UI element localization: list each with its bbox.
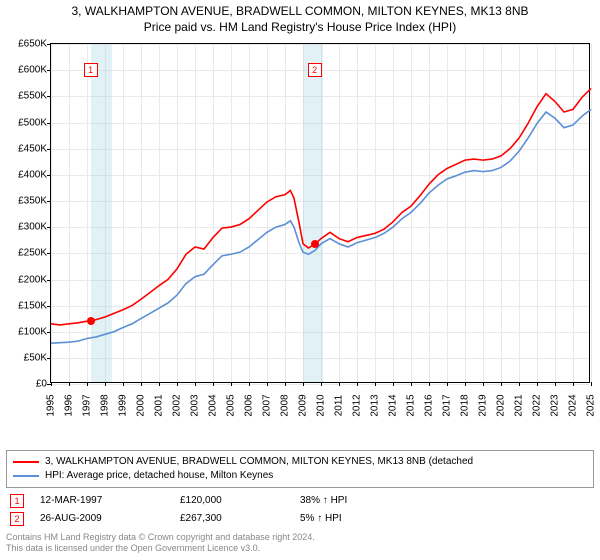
- y-tick-label: £250K: [18, 248, 47, 259]
- series-property: [51, 89, 591, 325]
- legend-swatch-property: [13, 461, 39, 463]
- legend-swatch-hpi: [13, 475, 39, 477]
- chart-title-block: 3, WALKHAMPTON AVENUE, BRADWELL COMMON, …: [6, 4, 594, 35]
- y-tick-label: £550K: [18, 91, 47, 102]
- sale-marker-dot-2: [311, 240, 319, 248]
- x-tick-label: 2004: [208, 395, 219, 417]
- sale-diff-2: 5% ↑ HPI: [300, 513, 342, 524]
- sale-row-1: 1 12-MAR-1997 £120,000 38% ↑ HPI: [6, 492, 594, 510]
- x-tick-label: 2021: [514, 395, 525, 417]
- y-tick-label: £300K: [18, 222, 47, 233]
- x-tick-label: 1995: [46, 395, 57, 417]
- series-hpi: [51, 110, 591, 344]
- x-tick-label: 2000: [136, 395, 147, 417]
- x-tick-label: 2008: [280, 395, 291, 417]
- x-tick-label: 1996: [64, 395, 75, 417]
- plot-region: £0£50K£100K£150K£200K£250K£300K£350K£400…: [50, 43, 590, 383]
- sale-row-2: 2 26-AUG-2009 £267,300 5% ↑ HPI: [6, 510, 594, 528]
- footer-line-1: Contains HM Land Registry data © Crown c…: [6, 532, 594, 543]
- x-tick-label: 2002: [172, 395, 183, 417]
- y-tick-label: £0: [36, 379, 47, 390]
- x-tick-label: 2012: [352, 395, 363, 417]
- title-line-1: 3, WALKHAMPTON AVENUE, BRADWELL COMMON, …: [6, 4, 594, 20]
- x-tick-label: 2018: [460, 395, 471, 417]
- x-tick-label: 2017: [442, 395, 453, 417]
- x-tick-label: 2001: [154, 395, 165, 417]
- x-tick-label: 2006: [244, 395, 255, 417]
- y-tick-label: £350K: [18, 196, 47, 207]
- x-tick-label: 2013: [370, 395, 381, 417]
- sale-marker-box-2: 2: [308, 63, 322, 77]
- y-tick-label: £450K: [18, 143, 47, 154]
- sale-price-2: £267,300: [180, 513, 300, 524]
- x-tick-label: 2010: [316, 395, 327, 417]
- legend: 3, WALKHAMPTON AVENUE, BRADWELL COMMON, …: [6, 450, 594, 488]
- x-tick-label: 2007: [262, 395, 273, 417]
- sale-marker-box-1: 1: [84, 63, 98, 77]
- legend-label-property: 3, WALKHAMPTON AVENUE, BRADWELL COMMON, …: [45, 455, 473, 469]
- sale-date-1: 12-MAR-1997: [40, 495, 180, 506]
- x-tick-label: 2024: [568, 395, 579, 417]
- y-tick-label: £600K: [18, 65, 47, 76]
- x-tick-label: 1999: [118, 395, 129, 417]
- footer-line-2: This data is licensed under the Open Gov…: [6, 543, 594, 554]
- chart-area: £0 £50K £100K £150K £200K £250K £300K £350K £400…: [6, 37, 594, 447]
- sale-date-2: 26-AUG-2009: [40, 513, 180, 524]
- y-tick-label: £100K: [18, 326, 47, 337]
- y-tick-label: £150K: [18, 300, 47, 311]
- x-tick-label: 2016: [424, 395, 435, 417]
- x-tick-label: 2019: [478, 395, 489, 417]
- sales-table: 1 12-MAR-1997 £120,000 38% ↑ HPI 2 26-AU…: [6, 492, 594, 528]
- y-tick-label: £650K: [18, 39, 47, 50]
- x-tick-label: 2011: [334, 395, 345, 417]
- x-tick-label: 2005: [226, 395, 237, 417]
- x-tick-label: 1998: [100, 395, 111, 417]
- x-tick-label: 2020: [496, 395, 507, 417]
- x-tick-label: 2015: [406, 395, 417, 417]
- x-tick-label: 2025: [586, 395, 597, 417]
- footer: Contains HM Land Registry data © Crown c…: [6, 532, 594, 555]
- legend-item-property: 3, WALKHAMPTON AVENUE, BRADWELL COMMON, …: [13, 455, 587, 469]
- x-tick-label: 2014: [388, 395, 399, 417]
- y-tick-label: £400K: [18, 169, 47, 180]
- legend-label-hpi: HPI: Average price, detached house, Milt…: [45, 469, 273, 483]
- sale-marker-1: 1: [10, 494, 24, 508]
- sale-price-1: £120,000: [180, 495, 300, 506]
- x-tick-label: 2023: [550, 395, 561, 417]
- legend-item-hpi: HPI: Average price, detached house, Milt…: [13, 469, 587, 483]
- sale-marker-2: 2: [10, 512, 24, 526]
- x-tick-label: 2003: [190, 395, 201, 417]
- chart-lines: [51, 44, 591, 384]
- title-line-2: Price paid vs. HM Land Registry's House …: [6, 20, 594, 36]
- x-tick-label: 2022: [532, 395, 543, 417]
- x-tick-label: 2009: [298, 395, 309, 417]
- y-tick-label: £200K: [18, 274, 47, 285]
- sale-diff-1: 38% ↑ HPI: [300, 495, 347, 506]
- y-tick-label: £500K: [18, 117, 47, 128]
- y-tick-label: £50K: [24, 353, 47, 364]
- sale-marker-dot-1: [87, 317, 95, 325]
- x-tick-label: 1997: [82, 395, 93, 417]
